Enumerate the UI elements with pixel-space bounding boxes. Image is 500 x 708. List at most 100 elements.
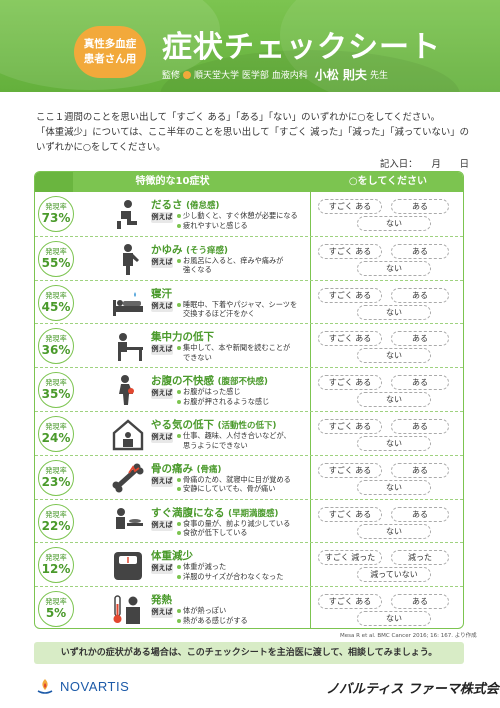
answer-option-very[interactable]: すごく ある: [318, 506, 382, 522]
answer-option-yes[interactable]: ある: [391, 375, 449, 391]
answer-option-no[interactable]: ない: [357, 392, 431, 408]
answer-option-no[interactable]: ない: [357, 523, 431, 539]
example-tag: 例えば: [151, 519, 173, 531]
table-header: 特徴的な10症状 ○をしてください: [35, 172, 463, 192]
instructions: ここ１週間のことを思い出して「すごく ある」「ある」「ない」のいずれかに○をして…: [36, 110, 476, 155]
entry-date-field[interactable]: 記入日： 月 日: [380, 159, 470, 170]
bullet-icon: [177, 574, 181, 579]
incidence-rate-label: 発現率: [45, 509, 67, 519]
answer-option-yes[interactable]: ある: [391, 462, 449, 478]
answer-option-yes[interactable]: ある: [391, 594, 449, 610]
symptom-title: 体重減少: [151, 550, 193, 563]
answer-option-very[interactable]: すごく 減った: [318, 550, 382, 566]
answer-option-yes[interactable]: ある: [391, 419, 449, 434]
symptom-row: 発現率 73% だるさ (倦怠感) 例えば 少し動くと、すぐ休憩が必要になる 疲れ…: [35, 192, 463, 236]
novartis-logo: NOVARTIS: [36, 677, 129, 695]
bullet-icon: [177, 434, 181, 438]
example-line: 強くなる: [183, 265, 212, 275]
incidence-rate-label: 発現率: [45, 553, 67, 563]
bullet-icon: [177, 487, 181, 492]
symptom-title: お腹の不快感: [151, 375, 214, 388]
answer-option-no[interactable]: ない: [357, 436, 431, 451]
example-tag: 例えば: [151, 563, 173, 575]
answer-option-very[interactable]: すごく ある: [318, 287, 382, 303]
bullet-icon: [177, 302, 181, 307]
example-tag: 例えば: [151, 212, 173, 223]
answer-option-very[interactable]: すごく ある: [318, 199, 382, 214]
incidence-rate-label: 発現率: [45, 334, 67, 344]
instruction-line-3: いずれかに○をしてください。: [36, 142, 166, 153]
symptom-row: 発現率 24% やる気の低下 (活動性の低下) 例えば 仕事、趣味、人付き合いな…: [35, 411, 463, 455]
example-line: 体重が減った: [183, 562, 227, 572]
example-line: 疲れやすいと感じる: [183, 220, 248, 230]
answer-option-no[interactable]: ない: [357, 479, 431, 495]
incidence-rate-label: 発現率: [45, 202, 67, 211]
example-list: お風呂に入ると、痒みや痛みが 強くなる: [177, 256, 309, 275]
answer-option-yes[interactable]: 減った: [391, 550, 449, 566]
symptom-medical-term: (骨痛): [196, 464, 222, 475]
example-list: 睡眠中、下着やパジャマ、シーツを 交換するほど汗をかく: [177, 300, 309, 319]
example-line: 体が熱っぽい: [183, 606, 227, 616]
answer-option-no[interactable]: ない: [357, 348, 431, 364]
answer-option-no[interactable]: ない: [357, 304, 431, 320]
symptom-illustration-icon: [123, 243, 139, 275]
symptom-illustration-icon: [112, 463, 144, 493]
bullet-icon: [177, 531, 181, 536]
col-header-answers: ○をしてください: [310, 172, 463, 192]
symptom-medical-term: (そう痒感): [186, 245, 228, 256]
example-line: お腹が押されるような感じ: [183, 396, 270, 406]
answer-option-yes[interactable]: ある: [391, 199, 449, 214]
answer-option-no[interactable]: 減っていない: [357, 567, 431, 583]
symptom-name: すぐ満腹になる (早期満腹感): [151, 505, 278, 520]
patient-badge: 真性多血症 患者さん用: [74, 26, 146, 78]
incidence-rate-badge: 発現率 73%: [38, 196, 74, 232]
symptom-medical-term: (活動性の低下): [217, 421, 277, 431]
badge-line-2: 患者さん用: [83, 53, 137, 65]
answer-option-yes[interactable]: ある: [391, 506, 449, 522]
symptom-row: 発現率 36% 集中力の低下 例えば 集中して、本や新聞を読むことが できない す…: [35, 323, 463, 367]
example-line: できない: [183, 352, 212, 362]
bullet-icon: [177, 609, 181, 614]
example-line: 思うようにできない: [183, 440, 248, 450]
example-line: 睡眠中、下着やパジャマ、シーツを: [183, 299, 298, 309]
bullet-icon: [177, 477, 181, 482]
page-title: 症状チェックシート: [162, 30, 441, 65]
example-list: 仕事、趣味、人付き合いなどが、 思うようにできない: [177, 431, 309, 450]
example-line: 仕事、趣味、人付き合いなどが、: [183, 431, 291, 440]
instruction-line-1: ここ１週間のことを思い出して「すごく ある」「ある」「ない」のいずれかに○をして…: [36, 112, 441, 123]
answer-option-very[interactable]: すごく ある: [318, 243, 382, 259]
symptom-row: 発現率 45% 寝汗 例えば 睡眠中、下着やパジャマ、シーツを 交換するほど汗をか…: [35, 279, 463, 324]
example-list: お腹がはった感じ お腹が押されるような感じ: [177, 387, 309, 406]
symptom-name: だるさ (倦怠感): [151, 197, 219, 212]
example-tag: 例えば: [151, 300, 173, 312]
example-list: 体重が減った 洋服のサイズが合わなくなった: [177, 562, 309, 581]
example-tag: 例えば: [151, 607, 173, 619]
answer-option-very[interactable]: すごく ある: [318, 462, 382, 478]
answer-option-no[interactable]: ない: [357, 260, 431, 276]
supervisor-name: 小松 則夫: [314, 68, 367, 82]
badge-line-1: 真性多血症: [83, 38, 137, 50]
answer-option-very[interactable]: すごく ある: [318, 419, 382, 434]
symptom-illustration-icon: [118, 333, 143, 362]
incidence-rate-value: 22%: [41, 518, 71, 533]
bullet-icon: [177, 346, 181, 351]
answer-option-very[interactable]: すごく ある: [318, 331, 382, 347]
incidence-rate-value: 24%: [41, 431, 71, 445]
answer-option-no[interactable]: ない: [357, 611, 431, 627]
answer-option-very[interactable]: すごく ある: [318, 375, 382, 391]
incidence-rate-badge: 発現率 23%: [38, 459, 74, 496]
incidence-rate-value: 73%: [41, 211, 71, 225]
answer-option-yes[interactable]: ある: [391, 331, 449, 347]
symptom-illustration-icon: [113, 595, 140, 625]
answer-option-no[interactable]: ない: [357, 216, 431, 231]
symptom-name: かゆみ (そう痒感): [151, 242, 228, 257]
answer-option-yes[interactable]: ある: [391, 243, 449, 259]
symptom-title: かゆみ: [151, 243, 183, 256]
symptom-medical-term: (早期満腹感): [228, 508, 279, 519]
supervisor-prefix: 監修: [162, 71, 181, 81]
answer-option-very[interactable]: すごく ある: [318, 594, 382, 610]
company-name: ノバルティス ファーマ株式会社: [326, 682, 500, 697]
incidence-rate-badge: 発現率 55%: [38, 240, 74, 277]
answer-option-yes[interactable]: ある: [391, 287, 449, 303]
incidence-rate-badge: 発現率 12%: [38, 547, 74, 584]
